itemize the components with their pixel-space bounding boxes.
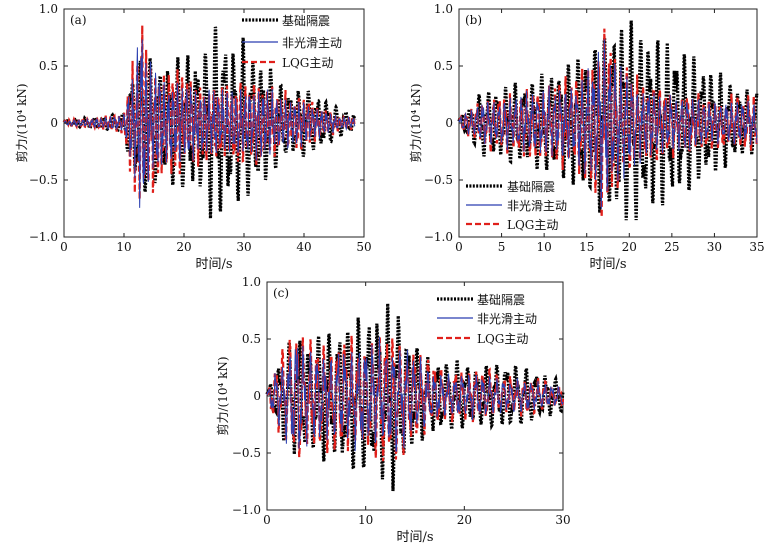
panel-label-b: (b) [465,13,482,27]
y-tick-label: −0.5 [424,173,453,187]
legend-label-lqg-b: LQG主动 [507,218,558,232]
y-tick-label: 0.5 [434,59,453,73]
y-tick-label: 1.0 [434,2,453,16]
legend-label-lqg-c: LQG主动 [477,332,528,346]
x-tick-label: 20 [457,513,472,527]
x-tick-label: 50 [356,240,371,254]
y-tick-label: 0 [253,389,261,403]
y-tick-label: 0.5 [242,332,261,346]
legend-label-active-b: 非光滑主动 [507,199,567,213]
legend-c: 基础隔震 非光滑主动 LQG主动 [437,293,537,346]
x-tick-label: 40 [296,240,311,254]
panel-label-a: (a) [70,13,87,27]
x-axis-label-b: 时间/s [589,257,626,272]
y-tick-label: 0.5 [39,59,58,73]
x-tick-label: 0 [263,513,271,527]
ticks-a: 0 10 20 30 40 50 1.0 0.5 0 −0.5 −1.0 [29,2,372,254]
legend-b: 基础隔震 非光滑主动 LQG主动 [466,180,567,232]
x-axis-label-c: 时间/s [396,530,433,545]
y-tick-label: −1.0 [232,503,261,517]
panel-c: 0 10 20 30 1.0 0.5 0 −0.5 −1.0 (c) 基础隔震 非光滑主动 LQ… [215,275,571,545]
y-axis-label-c: 剪力/(10⁴ kN) [215,356,230,435]
ticks-b: 0 5 10 15 20 25 30 35 1.0 0.5 0 −0.5 −1.0 [424,2,765,254]
x-tick-label: 5 [498,240,506,254]
ticks-c: 0 10 20 30 1.0 0.5 0 −0.5 −1.0 [232,275,571,527]
y-axis-label-a: 剪力/(10⁴ kN) [14,83,29,162]
x-tick-label: 20 [176,240,191,254]
x-tick-label: 15 [579,240,594,254]
x-tick-label: 10 [358,513,373,527]
y-tick-label: 0 [50,116,58,130]
x-tick-label: 20 [622,240,637,254]
panel-label-c: (c) [273,286,289,300]
x-tick-label: 25 [664,240,679,254]
y-axis-label-b: 剪力/(10⁴ kN) [408,83,423,162]
y-tick-label: −1.0 [424,230,453,244]
y-tick-label: 0 [445,116,453,130]
series-line-nonsmooth-active [63,39,356,208]
series-line-lqg-active [266,335,565,462]
x-tick-label: 30 [236,240,251,254]
x-axis-label-a: 时间/s [195,257,232,272]
panel-b: 0 5 10 15 20 25 30 35 1.0 0.5 0 −0.5 −1.0 (b) 基础隔震 非… [408,2,765,272]
panel-a: 0 10 20 30 40 50 1.0 0.5 0 −0.5 −1.0 (a) 基础隔震 非光滑主… [14,2,372,272]
y-tick-label: −0.5 [232,446,261,460]
y-tick-label: −1.0 [29,230,58,244]
x-tick-label: 30 [555,513,570,527]
x-tick-label: 0 [455,240,463,254]
y-tick-label: 1.0 [242,275,261,289]
y-tick-label: 1.0 [39,2,58,16]
y-tick-label: −0.5 [29,173,58,187]
x-tick-label: 0 [60,240,68,254]
legend-label-base-c: 基础隔震 [477,293,525,307]
legend-label-active-c: 非光滑主动 [477,312,537,326]
series-group-a [62,25,357,219]
series-line-nonsmooth-active [266,336,564,452]
x-tick-label: 10 [116,240,131,254]
legend-label-base-a: 基础隔震 [282,14,330,28]
x-tick-label: 35 [749,240,764,254]
legend-label-lqg-a: LQG主动 [282,56,333,70]
series-group-b [457,20,759,221]
legend-a: 基础隔震 非光滑主动 LQG主动 [242,14,342,70]
x-tick-label: 30 [707,240,722,254]
legend-label-active-a: 非光滑主动 [282,36,342,50]
series-line-nonsmooth-active [458,39,758,209]
series-group-c [265,303,565,492]
legend-label-base-b: 基础隔震 [507,180,555,194]
x-tick-label: 10 [537,240,552,254]
